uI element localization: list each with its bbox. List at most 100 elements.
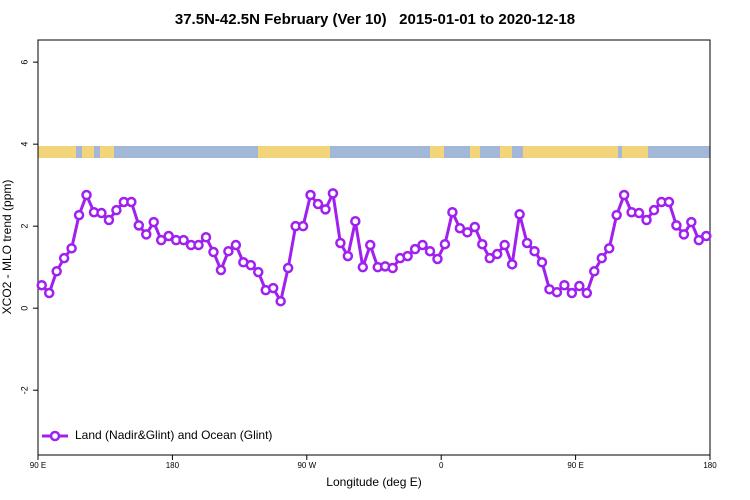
- data-point: [297, 220, 309, 232]
- land-band: [38, 146, 76, 158]
- data-point: [432, 253, 443, 265]
- land-band: [622, 146, 648, 158]
- data-point: [96, 207, 107, 219]
- data-point: [215, 264, 227, 276]
- data-point: [581, 287, 593, 299]
- data-point: [409, 243, 421, 255]
- data-point: [589, 266, 600, 277]
- data-point: [58, 252, 70, 264]
- data-point: [253, 266, 264, 278]
- data-point: [701, 230, 712, 242]
- data-point: [312, 198, 324, 210]
- x-tick-label: 180: [703, 461, 717, 470]
- y-axis-label: XCO2 - MLO trend (ppm): [0, 180, 14, 315]
- data-point: [275, 295, 286, 307]
- legend-label: Land (Nadir&Glint) and Ocean (Glint): [75, 428, 272, 442]
- data-point: [648, 204, 660, 216]
- land-band: [430, 146, 444, 158]
- data-point: [103, 214, 115, 226]
- data-point: [51, 266, 62, 277]
- data-point: [447, 206, 458, 218]
- data-point: [230, 239, 242, 251]
- data-point: [335, 237, 346, 249]
- data-point: [536, 257, 548, 268]
- y-tick-label: 0: [19, 306, 29, 311]
- data-point: [499, 239, 510, 251]
- x-tick-label: 90 E: [567, 461, 583, 470]
- plot-frame: [37, 39, 711, 456]
- data-point: [491, 248, 503, 260]
- data-point: [596, 252, 607, 264]
- data-point: [387, 262, 398, 274]
- data-point: [193, 239, 204, 251]
- data-point: [133, 220, 145, 231]
- y-tick-label: -2: [19, 386, 29, 394]
- data-point: [462, 227, 473, 238]
- data-point: [574, 280, 585, 292]
- data-point: [454, 222, 466, 234]
- data-point: [663, 196, 675, 208]
- data-point: [402, 250, 413, 262]
- data-point: [305, 189, 316, 201]
- data-point: [208, 246, 219, 258]
- x-tick-label: 0: [439, 461, 444, 470]
- x-axis-label: Longitude (deg E): [326, 475, 421, 489]
- land-band: [523, 146, 618, 158]
- data-point: [81, 189, 92, 201]
- legend-marker: [49, 430, 61, 442]
- data-point: [439, 238, 451, 250]
- data-point: [424, 245, 436, 257]
- data-point: [73, 209, 85, 221]
- data-point: [521, 237, 533, 249]
- data-point: [566, 287, 578, 299]
- data-point: [611, 209, 622, 221]
- data-point: [365, 239, 376, 251]
- x-tick-label: 90 W: [297, 461, 316, 470]
- data-point: [469, 221, 481, 233]
- data-point: [43, 287, 55, 299]
- data-point: [111, 204, 122, 216]
- data-point: [551, 286, 563, 298]
- land-band: [100, 146, 114, 158]
- x-tick-label: 180: [166, 461, 180, 470]
- land-ocean-strip: [38, 146, 710, 158]
- land-band: [82, 146, 94, 158]
- data-point: [282, 262, 294, 274]
- data-point: [603, 243, 615, 254]
- data-point: [633, 207, 645, 219]
- y-tick-label: 2: [19, 224, 29, 229]
- y-tick-label: 4: [19, 142, 29, 147]
- data-point: [641, 214, 652, 226]
- data-point: [357, 261, 369, 273]
- data-point: [245, 259, 257, 271]
- data-point: [686, 216, 697, 228]
- data-point: [223, 245, 234, 257]
- data-point: [671, 220, 682, 231]
- data-point: [178, 234, 189, 246]
- data-point: [514, 209, 525, 220]
- data-point: [148, 216, 159, 228]
- data-point: [477, 238, 488, 250]
- x-tick-label: 90 E: [30, 461, 46, 470]
- data-point: [327, 188, 339, 199]
- data-point: [267, 282, 279, 294]
- data-point: [559, 279, 570, 291]
- data-point: [618, 189, 630, 201]
- y-tick-label: 6: [19, 60, 29, 65]
- data-point: [141, 229, 152, 240]
- data-point: [693, 234, 705, 246]
- data-point: [66, 243, 77, 254]
- data-point: [484, 252, 495, 264]
- data-point: [163, 230, 174, 242]
- data-point: [126, 196, 137, 208]
- land-band: [500, 146, 512, 158]
- data-point: [678, 229, 690, 240]
- data-point: [342, 250, 354, 262]
- data-point: [200, 231, 212, 243]
- data-point: [350, 216, 361, 227]
- data-point: [36, 279, 47, 291]
- data-point: [320, 204, 331, 215]
- data-point: [506, 259, 518, 270]
